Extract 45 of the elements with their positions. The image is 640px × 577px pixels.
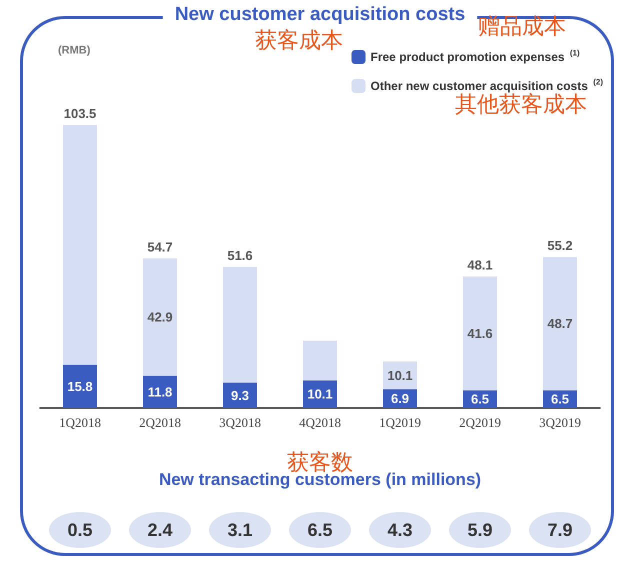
text: 其他获客成本 bbox=[455, 92, 587, 118]
text: 获客成本 bbox=[255, 28, 343, 54]
data-label: 48.7 bbox=[547, 316, 573, 332]
data-label: 6.5 bbox=[550, 392, 570, 407]
legend-label: Other new customer acquisition costs (2) bbox=[370, 78, 604, 93]
y-axis-title: (RMB) bbox=[58, 44, 91, 56]
x-tick-label: 2Q2019 bbox=[459, 415, 501, 430]
total-label: 48.1 bbox=[467, 257, 493, 272]
data-label: 10.1 bbox=[307, 386, 333, 402]
x-tick-label: 1Q2018 bbox=[59, 415, 101, 430]
x-tick-label: 4Q2018 bbox=[299, 415, 341, 430]
data-label: 10.1 bbox=[387, 368, 413, 383]
chart-title: New customer acquisition costs bbox=[174, 4, 466, 25]
data-label: 42.9 bbox=[147, 310, 173, 325]
legend-label: Free product promotion expenses (1) bbox=[370, 48, 580, 64]
data-label: 0.5 bbox=[67, 520, 93, 540]
bar bbox=[543, 257, 577, 390]
bar bbox=[463, 276, 497, 390]
data-label: 7.9 bbox=[547, 520, 573, 540]
data-label: 9.3 bbox=[230, 388, 250, 403]
total-label: 54.7 bbox=[147, 239, 173, 254]
data-label: 6.5 bbox=[470, 392, 490, 407]
bar bbox=[143, 376, 177, 408]
x-tick-label: 3Q2019 bbox=[539, 415, 581, 430]
bar bbox=[303, 340, 337, 380]
text: 赠品成本 bbox=[478, 14, 566, 40]
data-label: 6.5 bbox=[307, 520, 333, 540]
total-label: 55.2 bbox=[547, 238, 573, 254]
bar bbox=[223, 266, 257, 383]
bar bbox=[143, 258, 177, 376]
data-label: 3.1 bbox=[227, 520, 253, 540]
x-tick-label: 3Q2018 bbox=[219, 415, 261, 430]
data-label: 4.3 bbox=[387, 520, 413, 540]
x-tick-label: 1Q2019 bbox=[379, 415, 421, 430]
data-label: 5.9 bbox=[467, 520, 493, 540]
x-tick-label: 2Q2018 bbox=[139, 415, 181, 430]
data-label: 11.8 bbox=[148, 384, 172, 400]
data-label: 15.8 bbox=[67, 378, 93, 394]
data-label: 6.9 bbox=[390, 391, 410, 406]
data-label: 2.4 bbox=[147, 520, 173, 540]
data-label: 41.6 bbox=[467, 326, 493, 341]
bar bbox=[63, 125, 97, 365]
total-label: 103.5 bbox=[64, 106, 96, 121]
total-label: 51.6 bbox=[227, 248, 253, 263]
bar bbox=[63, 364, 97, 408]
